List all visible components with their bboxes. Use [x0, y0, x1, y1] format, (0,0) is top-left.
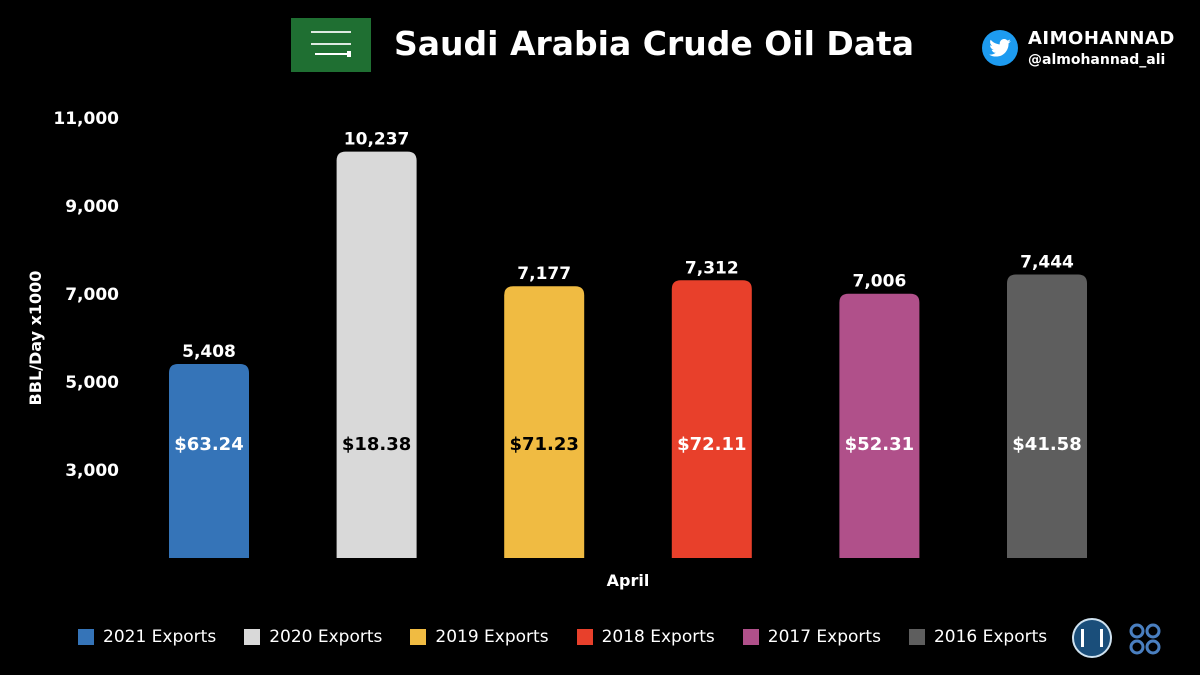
chart-legend: 2021 Exports 2020 Exports 2019 Exports 2018…: [78, 627, 1075, 647]
page-title: Saudi Arabia Crude Oil Data: [394, 24, 915, 63]
bar: [336, 151, 417, 558]
legend-label: 2019 Exports: [435, 627, 549, 647]
legend-swatch: [78, 629, 94, 645]
bar-value-label: 7,006: [853, 272, 907, 292]
legend-swatch: [908, 629, 925, 645]
bar-price-label: $18.38: [342, 434, 411, 455]
bar-chart: 3,000 5,000 7,000 9,000 11,000 5,408 $63.24 10…: [26, 109, 1087, 590]
legend-swatch: [244, 629, 261, 645]
twitter-handle-name[interactable]: AIMOHANNAD: [1028, 28, 1175, 49]
bar-price-label: $52.31: [845, 434, 914, 455]
bar-value-label: 5,408: [182, 342, 236, 362]
legend-item: 2021 Exports: [78, 627, 216, 647]
y-tick-label: 5,000: [65, 373, 119, 393]
legend-label: 2020 Exports: [269, 627, 383, 647]
y-tick-label: 7,000: [65, 285, 119, 305]
legend-label: 2017 Exports: [767, 627, 881, 647]
legend-item: 2017 Exports: [742, 627, 881, 647]
bar-value-label: 7,312: [685, 258, 739, 278]
bar: [504, 286, 585, 558]
bar: [169, 364, 249, 558]
legend-item: 2020 Exports: [244, 627, 382, 647]
x-axis-title: April: [607, 571, 650, 590]
y-tick-label: 3,000: [65, 461, 119, 481]
twitter-handle-id[interactable]: @almohannad_ali: [1028, 52, 1166, 68]
bar-value-label: 10,237: [344, 130, 410, 150]
bar: [839, 293, 920, 558]
legend-label: 2016 Exports: [933, 627, 1048, 647]
legend-label: 2018 Exports: [601, 627, 715, 647]
twitter-bird-icon: [982, 30, 1018, 66]
y-tick-label: 9,000: [65, 197, 119, 217]
flag-script: [311, 31, 351, 45]
legend-item: 2019 Exports: [410, 627, 549, 647]
bar: [671, 280, 752, 558]
opec-logo-icon: [1129, 623, 1161, 655]
y-axis-title: BBL/Day x1000: [26, 271, 45, 406]
legend-label: 2021 Exports: [103, 627, 217, 647]
legend-swatch: [576, 629, 593, 645]
saudi-flag-icon: [291, 18, 371, 72]
legend-item: 2018 Exports: [576, 627, 715, 647]
legend-swatch: [410, 629, 427, 645]
legend-swatch: [742, 629, 759, 645]
bar-price-label: $41.58: [1012, 434, 1081, 455]
legend-item: 2016 Exports: [908, 627, 1048, 647]
bar-price-label: $63.24: [174, 434, 243, 455]
bar-price-label: $72.11: [677, 434, 746, 455]
opec-fund-logo-icon: [1072, 618, 1112, 658]
bar: [1007, 274, 1087, 558]
bar-value-label: 7,177: [517, 264, 571, 284]
bar-value-label: 7,444: [1020, 252, 1074, 272]
flag-sword: [315, 51, 351, 57]
y-tick-label: 11,000: [53, 109, 119, 129]
bar-price-label: $71.23: [509, 434, 578, 455]
